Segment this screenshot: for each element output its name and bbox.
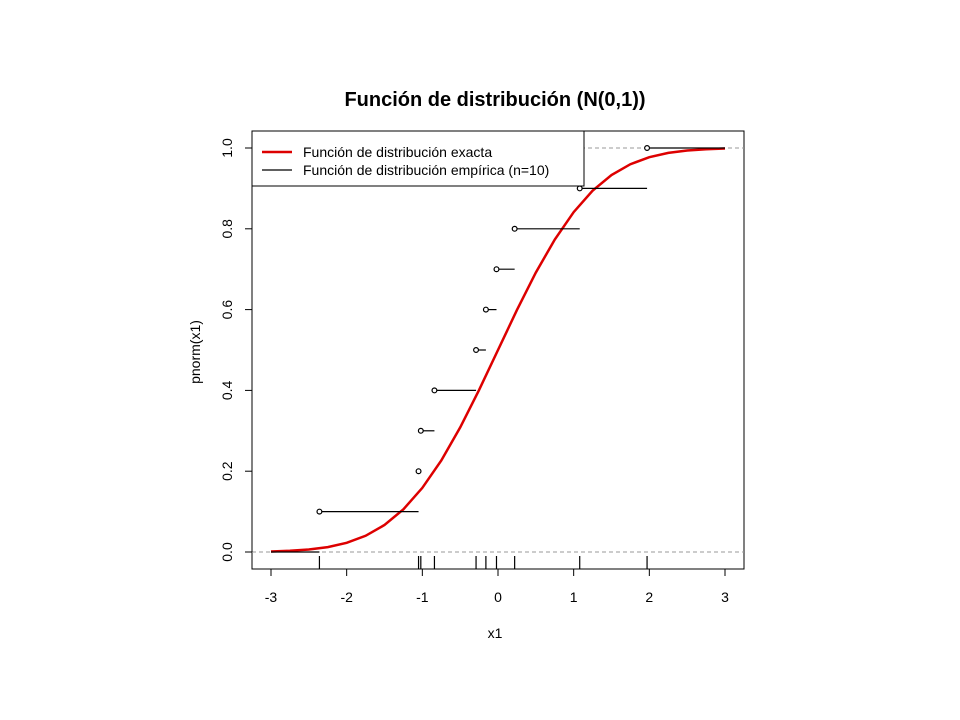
- y-tick-label-4: 0.8: [219, 219, 235, 239]
- x-tick-label-5: 2: [645, 589, 653, 605]
- ecdf-point-3: [431, 387, 438, 394]
- x-tick-label-2: -1: [416, 589, 429, 605]
- y-tick-label-0: 0.0: [219, 542, 235, 562]
- legend-exact-label: Función de distribución exacta: [303, 144, 492, 160]
- x-tick-label-4: 1: [570, 589, 578, 605]
- ecdf-point-0: [316, 508, 323, 515]
- ecdf-point-8: [576, 185, 583, 192]
- legend: Función de distribución exacta Función d…: [251, 130, 585, 187]
- ecdf-point-6: [493, 266, 500, 273]
- y-axis-label: pnorm(x1): [187, 320, 203, 384]
- y-tick-label-1: 0.2: [219, 461, 235, 481]
- ecdf-point-7: [511, 225, 518, 232]
- ecdf-point-2: [417, 427, 424, 434]
- plot-area: -3 -2 -1 0 1 2 3 0.0 0.2 0.4 0.6 0.8 1.0: [219, 130, 745, 605]
- ecdf-point-1: [415, 468, 422, 475]
- chart-title: Función de distribución (N(0,1)): [344, 89, 645, 111]
- y-tick-label-3: 0.6: [219, 300, 235, 320]
- ecdf-point-4: [473, 347, 480, 354]
- x-tick-label-0: -3: [265, 589, 278, 605]
- x-tick-label-6: 3: [721, 589, 729, 605]
- ecdf-point-5: [482, 306, 489, 313]
- x-axis-label: x1: [488, 625, 503, 641]
- legend-empirical-label: Función de distribución empírica (n=10): [303, 162, 549, 178]
- y-tick-label-5: 1.0: [219, 138, 235, 158]
- y-tick-label-2: 0.4: [219, 380, 235, 400]
- x-tick-label-1: -2: [340, 589, 353, 605]
- ecdf-point-9: [644, 145, 651, 152]
- exact-cdf-line: [270, 147, 726, 553]
- x-tick-label-3: 0: [494, 589, 502, 605]
- legend-box: [251, 130, 585, 187]
